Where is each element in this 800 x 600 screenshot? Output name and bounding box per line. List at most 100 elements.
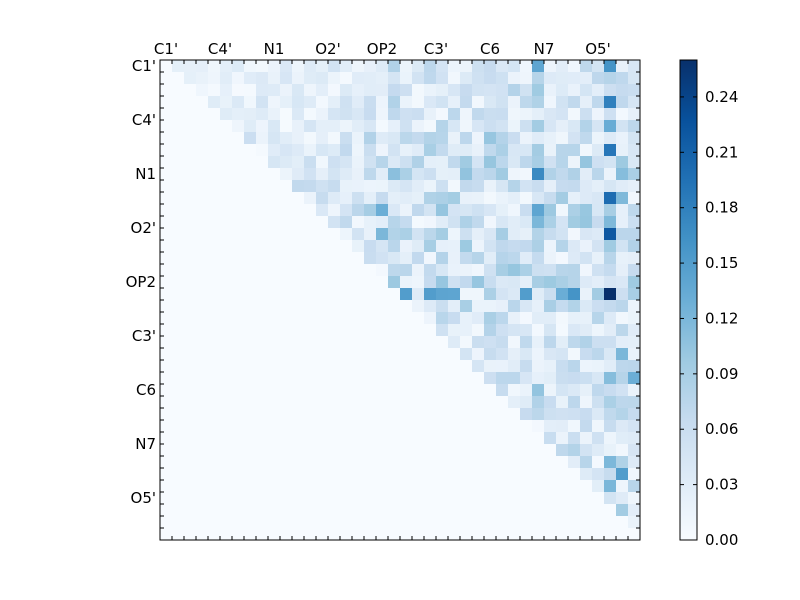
heatmap-cell (484, 528, 497, 541)
heatmap-cell (244, 480, 257, 493)
heatmap-cell (304, 480, 317, 493)
heatmap-cell (184, 336, 197, 349)
heatmap-cell (376, 156, 389, 169)
heatmap-cell (352, 396, 365, 409)
heatmap-cell (568, 396, 581, 409)
heatmap-cell (352, 372, 365, 385)
heatmap-cell (184, 312, 197, 325)
heatmap-cell (196, 168, 209, 181)
heatmap-cell (616, 420, 629, 433)
heatmap-cell (532, 312, 545, 325)
heatmap-cell (196, 288, 209, 301)
heatmap-cell (292, 396, 305, 409)
heatmap-cell (628, 156, 641, 169)
heatmap-cell (256, 276, 269, 289)
heatmap-cell (604, 480, 617, 493)
heatmap-cell (280, 348, 293, 361)
heatmap-cell (220, 252, 233, 265)
heatmap-cell (292, 348, 305, 361)
heatmap-cell (604, 516, 617, 529)
heatmap-cell (460, 240, 473, 253)
heatmap-cell (436, 300, 449, 313)
heatmap-cell (280, 408, 293, 421)
heatmap-cell (268, 480, 281, 493)
colorbar-tick-label: 0.12 (705, 310, 738, 328)
heatmap-cell (292, 168, 305, 181)
heatmap-cell (340, 60, 353, 73)
heatmap-cell (484, 432, 497, 445)
heatmap-cell (556, 216, 569, 229)
heatmap-cell (388, 360, 401, 373)
heatmap-cell (196, 504, 209, 517)
heatmap-cell (520, 144, 533, 157)
heatmap-cell (292, 360, 305, 373)
heatmap-cell (508, 408, 521, 421)
heatmap-cell (364, 456, 377, 469)
heatmap-cell (484, 324, 497, 337)
heatmap-cell (388, 384, 401, 397)
heatmap-cell (268, 84, 281, 97)
heatmap-cell (316, 444, 329, 457)
heatmap-cell (592, 96, 605, 109)
heatmap-cell (556, 192, 569, 205)
heatmap-cell (304, 288, 317, 301)
heatmap-cell (604, 372, 617, 385)
heatmap-cell (220, 72, 233, 85)
heatmap-cell (364, 492, 377, 505)
heatmap-cell (244, 216, 257, 229)
heatmap-cell (208, 432, 221, 445)
heatmap-cell (484, 204, 497, 217)
heatmap-cell (460, 360, 473, 373)
heatmap-cell (508, 216, 521, 229)
heatmap-cell (196, 240, 209, 253)
heatmap-cell (568, 432, 581, 445)
heatmap-cell (388, 96, 401, 109)
heatmap-cell (436, 324, 449, 337)
heatmap-cell (316, 156, 329, 169)
heatmap-cell (532, 144, 545, 157)
heatmap-cell (196, 348, 209, 361)
heatmap-cell (232, 432, 245, 445)
heatmap-cell (340, 336, 353, 349)
heatmap-cell (400, 108, 413, 121)
heatmap-cell (388, 444, 401, 457)
heatmap-cell (220, 60, 233, 73)
heatmap-cell (484, 252, 497, 265)
heatmap-cell (568, 96, 581, 109)
heatmap-cell (208, 516, 221, 529)
heatmap-cell (328, 192, 341, 205)
heatmap-cell (316, 360, 329, 373)
heatmap-cell (628, 420, 641, 433)
heatmap-cell (412, 420, 425, 433)
heatmap-cell (580, 384, 593, 397)
heatmap-cell (532, 168, 545, 181)
heatmap-cell (508, 348, 521, 361)
heatmap-cell (244, 528, 257, 541)
heatmap-cell (628, 252, 641, 265)
heatmap-cell (580, 432, 593, 445)
heatmap-cell (556, 288, 569, 301)
colorbar-tick-label: 0.24 (705, 88, 738, 106)
heatmap-cell (304, 168, 317, 181)
heatmap-cell (568, 324, 581, 337)
heatmap-cell (172, 60, 185, 73)
heatmap-cell (208, 384, 221, 397)
heatmap-cell (244, 324, 257, 337)
heatmap-cell (628, 312, 641, 325)
heatmap-cell (580, 96, 593, 109)
heatmap-cell (268, 528, 281, 541)
heatmap-cell (448, 312, 461, 325)
heatmap-cell (520, 408, 533, 421)
heatmap-cell (304, 504, 317, 517)
heatmap-cell (532, 492, 545, 505)
heatmap-cell (616, 120, 629, 133)
heatmap-cell (364, 372, 377, 385)
heatmap-cell (280, 480, 293, 493)
heatmap-cell (496, 60, 509, 73)
heatmap-cell (184, 492, 197, 505)
heatmap-cell (376, 300, 389, 313)
heatmap-cell (532, 180, 545, 193)
heatmap-cell (448, 96, 461, 109)
heatmap-cell (616, 168, 629, 181)
heatmap-cell (160, 60, 173, 73)
